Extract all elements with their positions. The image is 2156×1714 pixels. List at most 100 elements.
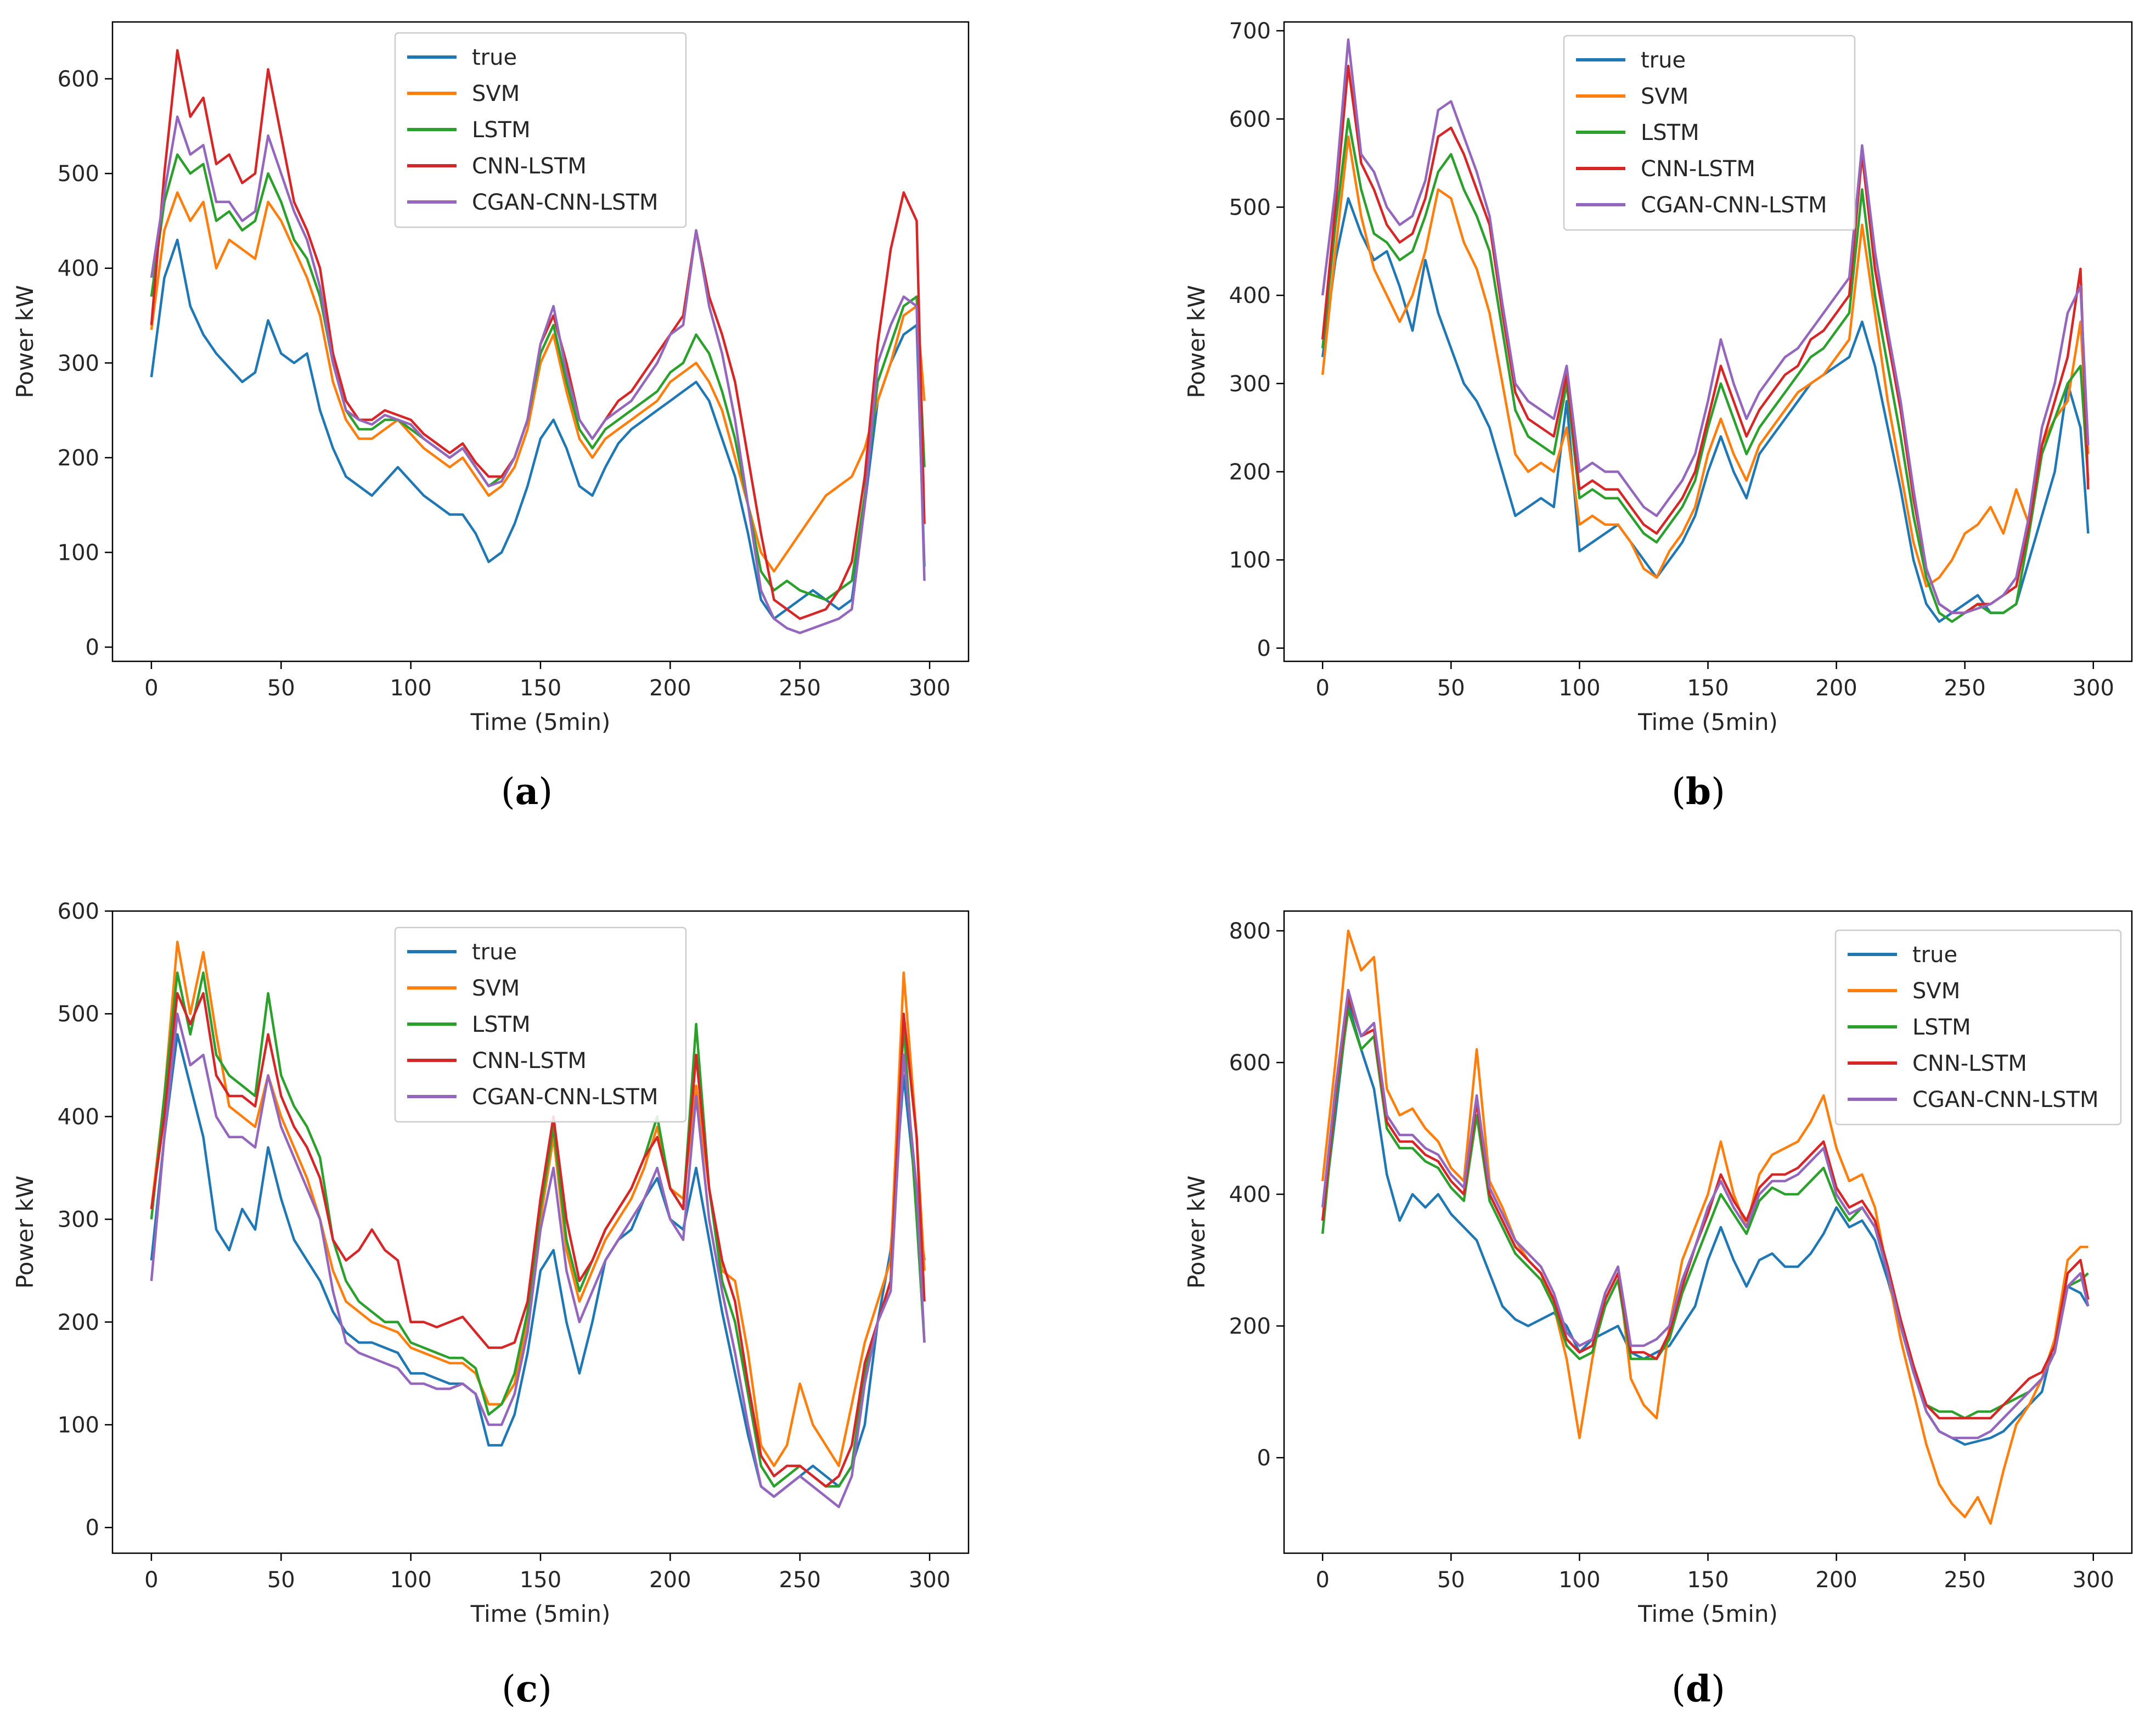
- y-tick-label: 600: [1229, 107, 1271, 132]
- x-tick-label: 100: [390, 1567, 431, 1593]
- y-tick-label: 300: [1229, 372, 1271, 397]
- legend-label-lstm: LSTM: [1641, 120, 1699, 145]
- chart-panel-a: 0 50 100 150 200 250 300 0 100 200 300 400 500 600 Tim…: [12, 21, 970, 813]
- y-tick-label: 600: [1229, 1050, 1271, 1076]
- y-tick-label: 100: [58, 1413, 99, 1438]
- y-tick-label: 400: [58, 256, 99, 282]
- y-tick-label: 300: [58, 351, 99, 376]
- series-line-svm: [150, 191, 926, 573]
- y-axis-label: Power kW: [1183, 285, 1210, 398]
- legend-label-cnn-lstm: CNN-LSTM: [1641, 156, 1755, 182]
- legend-label-svm: SVM: [472, 976, 520, 1001]
- series-line-true: [1321, 197, 2090, 623]
- y-tick-label: 500: [58, 1002, 99, 1027]
- x-tick-label: 150: [520, 676, 561, 701]
- y-tick-label: 400: [1229, 283, 1271, 308]
- y-tick-label: 800: [1229, 919, 1271, 944]
- y-tick-label: 700: [1229, 19, 1271, 44]
- x-tick-label: 0: [144, 1567, 158, 1593]
- legend-label-svm: SVM: [472, 81, 520, 106]
- series-line-svm: [1321, 929, 2089, 1525]
- legend-label-cnn-lstm: CNN-LSTM: [472, 1048, 587, 1074]
- x-tick-label: 250: [779, 676, 821, 701]
- x-tick-label: 50: [267, 1567, 295, 1593]
- x-axis-label: Time (5min): [1637, 709, 1778, 735]
- legend-label-cnn-lstm: CNN-LSTM: [472, 154, 587, 179]
- y-tick-label: 0: [86, 1515, 99, 1541]
- y-axis-label: Power kW: [12, 1176, 38, 1289]
- x-tick-label: 150: [520, 1567, 561, 1593]
- legend: true SVM LSTM CNN-LSTM CGAN-CNN-LSTM: [394, 926, 687, 1123]
- plot-area: [150, 49, 926, 634]
- y-tick-label: 400: [1229, 1182, 1271, 1207]
- y-tick-label: 0: [1257, 636, 1271, 661]
- plot-area: [1321, 929, 2090, 1525]
- x-tick-label: 300: [909, 1567, 950, 1593]
- legend-label-true: true: [472, 940, 517, 965]
- legend-label-cgan-cnn-lstm: CGAN-CNN-LSTM: [472, 1084, 658, 1110]
- x-tick-label: 0: [1316, 1567, 1330, 1593]
- series-line-cgan-cnn-lstm: [1321, 988, 2090, 1440]
- series-line-cnn-lstm: [1321, 995, 2090, 1420]
- series-line-lstm: [150, 153, 926, 602]
- series-line-cgan-cnn-lstm: [150, 1012, 926, 1509]
- legend-box: [394, 32, 687, 228]
- x-tick-label: 50: [1437, 676, 1465, 701]
- series-line-cnn-lstm: [150, 992, 926, 1488]
- legend-label-svm: SVM: [1641, 84, 1688, 109]
- panel-caption: (c): [502, 1667, 552, 1710]
- x-tick-label: 200: [649, 676, 691, 701]
- y-tick-label: 600: [58, 67, 99, 92]
- y-tick-label: 600: [58, 899, 99, 924]
- series-line-true: [150, 238, 926, 620]
- legend-label-true: true: [1912, 942, 1957, 968]
- plot-area: [150, 940, 926, 1509]
- legend-box: [1834, 929, 2122, 1126]
- x-tick-label: 200: [649, 1567, 691, 1593]
- legend: true SVM LSTM CNN-LSTM CGAN-CNN-LSTM: [1563, 35, 1856, 231]
- y-tick-label: 0: [1257, 1446, 1271, 1471]
- y-tick-label: 200: [1229, 1314, 1271, 1339]
- chart-panel-c: 0 50 100 150 200 250 300 0 100 200 300 400 500 600 Tim…: [12, 899, 970, 1710]
- x-tick-label: 0: [144, 676, 158, 701]
- y-tick-label: 300: [58, 1207, 99, 1233]
- series-line-svm: [150, 940, 926, 1468]
- y-tick-label: 400: [58, 1104, 99, 1129]
- series-line-cgan-cnn-lstm: [1321, 38, 2090, 614]
- legend-label-true: true: [472, 45, 517, 70]
- legend-label-lstm: LSTM: [1912, 1015, 1971, 1040]
- legend-label-cgan-cnn-lstm: CGAN-CNN-LSTM: [1641, 193, 1827, 218]
- series-line-svm: [1321, 135, 2090, 588]
- x-axis-label: Time (5min): [470, 1600, 611, 1627]
- y-axis-label: Power kW: [12, 285, 38, 398]
- legend: true SVM LSTM CNN-LSTM CGAN-CNN-LSTM: [394, 32, 687, 228]
- y-tick-label: 0: [86, 635, 99, 660]
- panel-caption: (a): [501, 770, 553, 813]
- y-tick-label: 500: [58, 161, 99, 187]
- x-tick-label: 300: [2073, 1567, 2114, 1593]
- x-axis-label: Time (5min): [1637, 1600, 1778, 1627]
- legend-label-true: true: [1641, 48, 1686, 73]
- x-tick-label: 200: [1815, 1567, 1857, 1593]
- x-tick-label: 100: [1558, 1567, 1600, 1593]
- legend-label-lstm: LSTM: [472, 1012, 531, 1037]
- x-tick-label: 0: [1316, 676, 1330, 701]
- series-line-cgan-cnn-lstm: [150, 115, 926, 634]
- y-axis-label: Power kW: [1183, 1176, 1210, 1289]
- x-tick-label: 300: [909, 676, 950, 701]
- panel-caption: (d): [1671, 1667, 1725, 1710]
- x-tick-label: 150: [1687, 1567, 1729, 1593]
- plot-area: [1321, 38, 2090, 623]
- chart-panel-b: 0 50 100 150 200 250 300 0 100 200 300 400 500 600 700…: [1183, 19, 2133, 813]
- legend-label-svm: SVM: [1912, 979, 1960, 1004]
- x-axis-label: Time (5min): [470, 709, 611, 735]
- legend-label-lstm: LSTM: [472, 117, 531, 143]
- legend-label-cnn-lstm: CNN-LSTM: [1912, 1051, 2027, 1076]
- y-tick-label: 100: [58, 541, 99, 566]
- y-tick-label: 500: [1229, 195, 1271, 220]
- y-tick-label: 200: [58, 446, 99, 471]
- x-tick-label: 300: [2073, 676, 2114, 701]
- x-tick-label: 250: [1944, 1567, 1986, 1593]
- x-tick-label: 100: [390, 676, 431, 701]
- legend-label-cgan-cnn-lstm: CGAN-CNN-LSTM: [1912, 1087, 2098, 1112]
